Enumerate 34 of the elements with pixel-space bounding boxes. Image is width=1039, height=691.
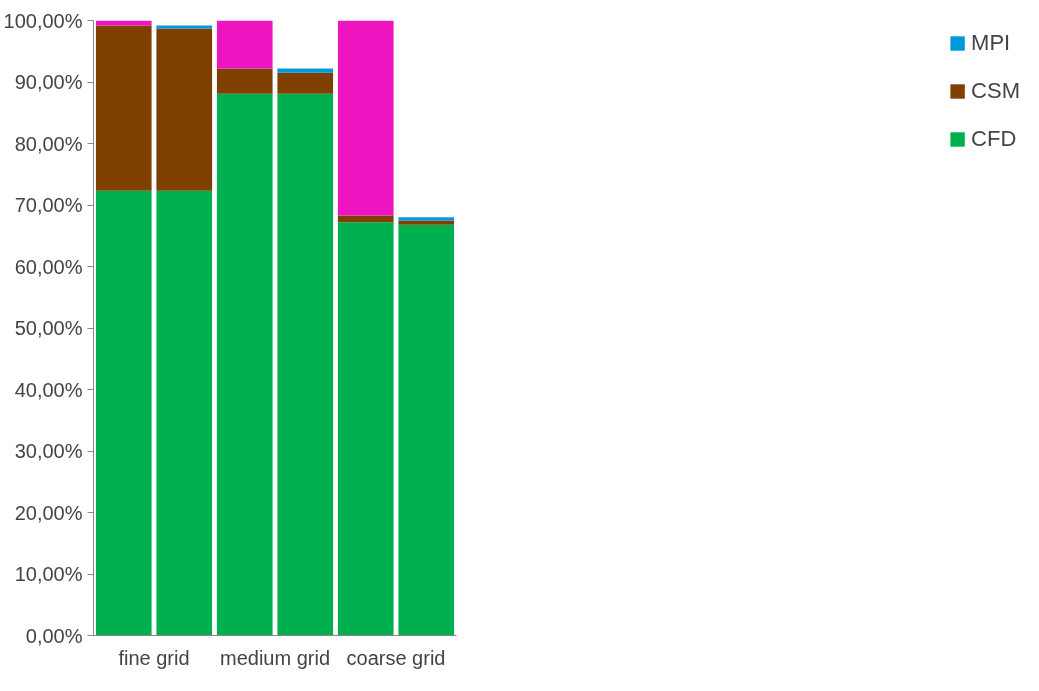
bar [337,20,394,216]
y-tick-label: 50,00% [14,317,83,339]
bar [398,217,455,221]
y-tick-label: 10,00% [14,563,83,585]
bar [398,224,455,636]
bar [277,68,334,73]
legend-label: MPI [971,30,1011,56]
y-tick-label: 20,00% [14,501,83,524]
x-tick-label: fine grid [118,646,190,669]
y-tick-label: 90,00% [14,71,83,93]
bar [277,72,334,94]
bar [398,220,455,225]
bar [337,215,394,223]
y-tick-label: 70,00% [14,194,83,216]
bar [337,222,394,636]
bar [156,190,213,636]
bar [216,93,273,636]
y-tick-label: 80,00% [14,132,83,155]
bar [216,68,273,94]
bar [156,28,213,191]
bar [277,93,334,636]
y-tick-label: 60,00% [14,255,83,278]
x-tick-label: medium grid [219,646,331,669]
bar [156,25,213,29]
legend-label: CFD [971,126,1017,152]
y-tick-label: 100,00% [3,9,83,32]
bar [216,20,273,69]
legend-label: CSM [971,78,1020,104]
y-tick-label: 30,00% [14,440,83,462]
bar [95,25,152,191]
bar [95,190,152,636]
x-tick-label: coarse grid [346,646,446,669]
y-tick-label: 40,00% [14,378,83,401]
y-tick-label: 0,00% [25,624,83,647]
